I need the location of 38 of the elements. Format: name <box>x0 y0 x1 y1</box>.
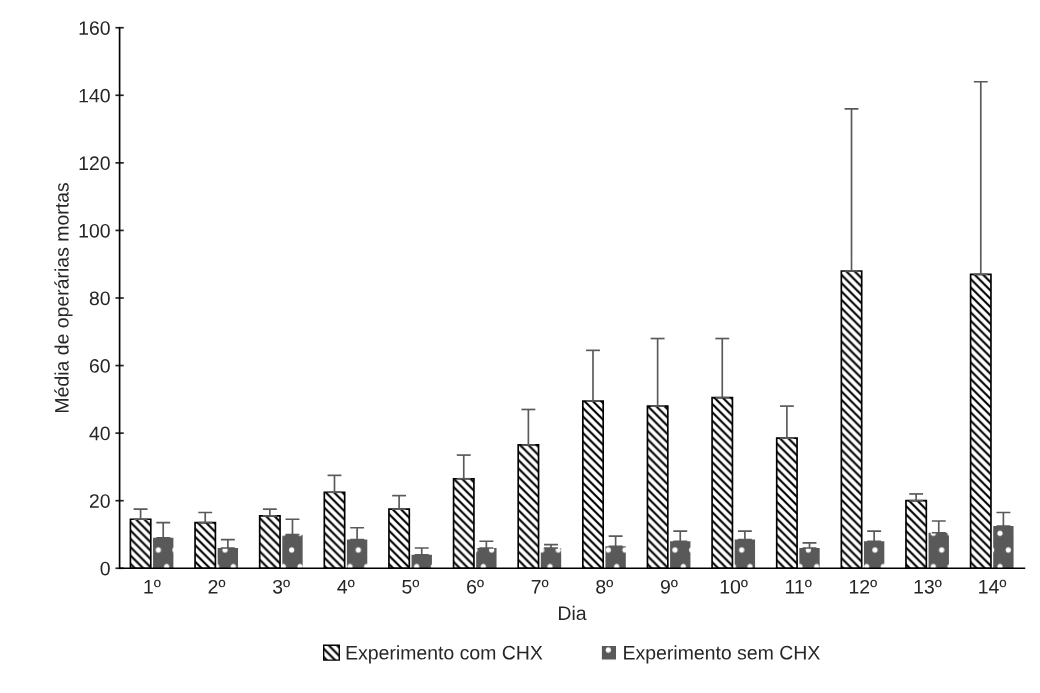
bar <box>346 539 368 569</box>
y-tick-label: 80 <box>89 291 110 306</box>
x-tick-label: 8º <box>596 579 614 594</box>
x-tick-label: 4º <box>337 579 355 594</box>
x-axis-title: Dia <box>559 605 587 621</box>
x-tick-label: 6º <box>467 579 484 594</box>
bar <box>799 547 820 569</box>
x-tick-label: 5º <box>402 579 420 594</box>
x-tick-label: 3º <box>272 579 290 594</box>
bar <box>670 541 691 569</box>
y-tick-label: 100 <box>79 223 110 238</box>
x-tick-label: 10º <box>720 579 748 594</box>
y-tick-label: 0 <box>100 561 110 576</box>
bar <box>476 547 497 569</box>
x-tick-label: 7º <box>531 579 549 594</box>
x-tick-label: 11º <box>786 579 812 594</box>
bar <box>153 537 174 569</box>
legend-label: Experimento com CHX <box>346 645 543 664</box>
bar <box>993 526 1014 569</box>
x-tick-label: 9º <box>660 579 678 594</box>
x-tick-label: 2º <box>208 579 226 594</box>
bar <box>734 539 756 569</box>
y-tick-label: 120 <box>79 156 110 171</box>
bar <box>605 546 626 569</box>
x-tick-label: 14º <box>979 579 1007 594</box>
y-axis-title: Média de operárias mortas <box>54 183 73 413</box>
y-tick-label: 60 <box>89 359 110 373</box>
x-tick-label: 13º <box>914 579 942 594</box>
bar <box>928 532 949 569</box>
bar <box>863 541 885 569</box>
y-tick-label: 20 <box>89 494 110 508</box>
y-tick-label: 160 <box>79 21 110 35</box>
x-tick-label: 12º <box>849 579 877 594</box>
y-tick-label: 140 <box>79 88 110 103</box>
x-tick-label: 1º <box>144 579 161 594</box>
bar <box>282 534 303 569</box>
legend-label: Experimento sem CHX <box>624 645 820 664</box>
y-tick-label: 40 <box>89 426 110 441</box>
